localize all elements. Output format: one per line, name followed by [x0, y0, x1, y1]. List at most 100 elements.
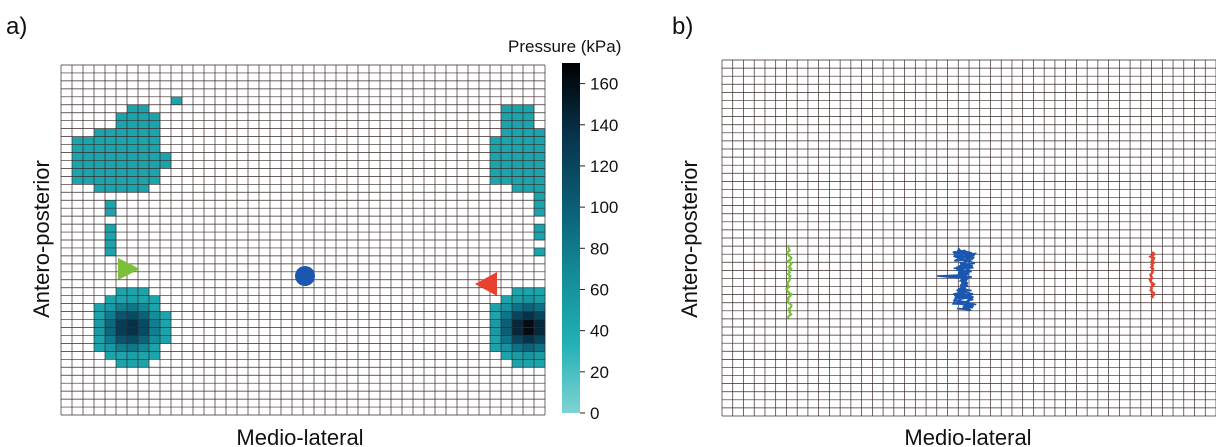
pressure-cell: [523, 351, 535, 360]
pressure-cell: [149, 144, 161, 153]
pressure-cell: [523, 160, 535, 169]
pressure-cell: [512, 168, 524, 177]
pressure-cell: [116, 128, 128, 137]
pressure-cell: [72, 144, 84, 153]
pressure-cell: [105, 176, 117, 185]
pressure-cell: [94, 144, 106, 153]
pressure-cell: [160, 335, 172, 344]
pressure-cell: [501, 120, 513, 129]
pressure-cell: [490, 152, 502, 161]
pressure-cell: [534, 335, 546, 344]
pressure-cell: [105, 184, 117, 193]
pressure-cell: [523, 120, 535, 129]
pressure-cell: [138, 144, 150, 153]
pressure-cell: [127, 287, 139, 296]
pressure-cells: [72, 96, 546, 368]
pressure-cell: [105, 152, 117, 161]
pressure-cell: [138, 152, 150, 161]
pressure-cell: [105, 335, 117, 344]
panel-a-xlabel: Medio-lateral: [236, 425, 363, 447]
pressure-cell: [512, 327, 524, 336]
pressure-cell: [501, 104, 513, 114]
pressure-cell: [138, 295, 150, 304]
pressure-cell: [127, 128, 139, 137]
pressure-cell: [138, 327, 150, 336]
pressure-cell: [490, 319, 502, 328]
pressure-cell: [523, 152, 535, 161]
panel-b-trajectories: [721, 59, 1216, 417]
pressure-cell: [523, 144, 535, 153]
pressure-cell: [127, 160, 139, 169]
pressure-cell: [149, 136, 161, 145]
pressure-cell: [105, 144, 117, 153]
pressure-cell: [105, 208, 117, 217]
pressure-cell: [127, 176, 139, 185]
pressure-cell: [534, 184, 546, 193]
pressure-cell: [534, 351, 546, 360]
pressure-cell: [116, 327, 128, 336]
pressure-cell: [149, 311, 161, 320]
pressure-cell: [138, 128, 150, 137]
pressure-cell: [138, 343, 150, 352]
pressure-cell: [160, 311, 172, 320]
pressure-cell: [105, 200, 117, 209]
pressure-cell: [501, 295, 513, 304]
pressure-cell: [116, 295, 128, 304]
pressure-cell: [523, 184, 535, 193]
pressure-cell: [127, 120, 139, 129]
colorbar-tick-label: 40: [590, 322, 609, 341]
pressure-cell: [149, 168, 161, 177]
pressure-cell: [523, 295, 535, 304]
pressure-cell: [138, 319, 150, 328]
pressure-cell: [534, 343, 546, 352]
pressure-cell: [490, 327, 502, 336]
pressure-cell: [94, 128, 106, 137]
pressure-cell: [512, 152, 524, 161]
pressure-cell: [105, 168, 117, 177]
pressure-cell: [127, 104, 139, 114]
pressure-cell: [534, 359, 546, 368]
pressure-cell: [512, 104, 524, 114]
pressure-cell: [105, 351, 117, 360]
pressure-cell: [512, 144, 524, 153]
pressure-cell: [523, 343, 535, 352]
pressure-cell: [501, 160, 513, 169]
pressure-cell: [149, 351, 161, 360]
pressure-cell: [116, 136, 128, 145]
pressure-cell: [501, 351, 513, 360]
pressure-cell: [94, 335, 106, 344]
pressure-cell: [94, 319, 106, 328]
pressure-cell: [523, 112, 535, 121]
pressure-cell: [94, 160, 106, 169]
pressure-cell: [534, 232, 546, 241]
pressure-cell: [501, 327, 513, 336]
pressure-cell: [138, 287, 150, 296]
pressure-cell: [105, 327, 117, 336]
pressure-cell: [523, 287, 535, 296]
pressure-cell: [116, 343, 128, 352]
pressure-cell: [534, 152, 546, 161]
pressure-cell: [127, 319, 139, 328]
pressure-cell: [501, 144, 513, 153]
pressure-cell: [116, 351, 128, 360]
cop-trace-centre: [951, 246, 977, 311]
pressure-cell: [160, 327, 172, 336]
pressure-cell: [116, 335, 128, 344]
pressure-cell: [490, 303, 502, 312]
pressure-cell: [501, 128, 513, 137]
pressure-cell: [512, 184, 524, 193]
pressure-cell: [534, 311, 546, 320]
pressure-cell: [127, 335, 139, 344]
pressure-cell: [501, 176, 513, 185]
pressure-cell: [116, 160, 128, 169]
pressure-cell: [105, 311, 117, 320]
pressure-cell: [127, 184, 139, 193]
pressure-cell: [534, 160, 546, 169]
pressure-cell: [149, 176, 161, 185]
pressure-cell: [501, 136, 513, 145]
panel-b-label: b): [672, 13, 693, 40]
pressure-cell: [523, 303, 535, 312]
pressure-cell: [105, 136, 117, 145]
pressure-cell: [501, 168, 513, 177]
